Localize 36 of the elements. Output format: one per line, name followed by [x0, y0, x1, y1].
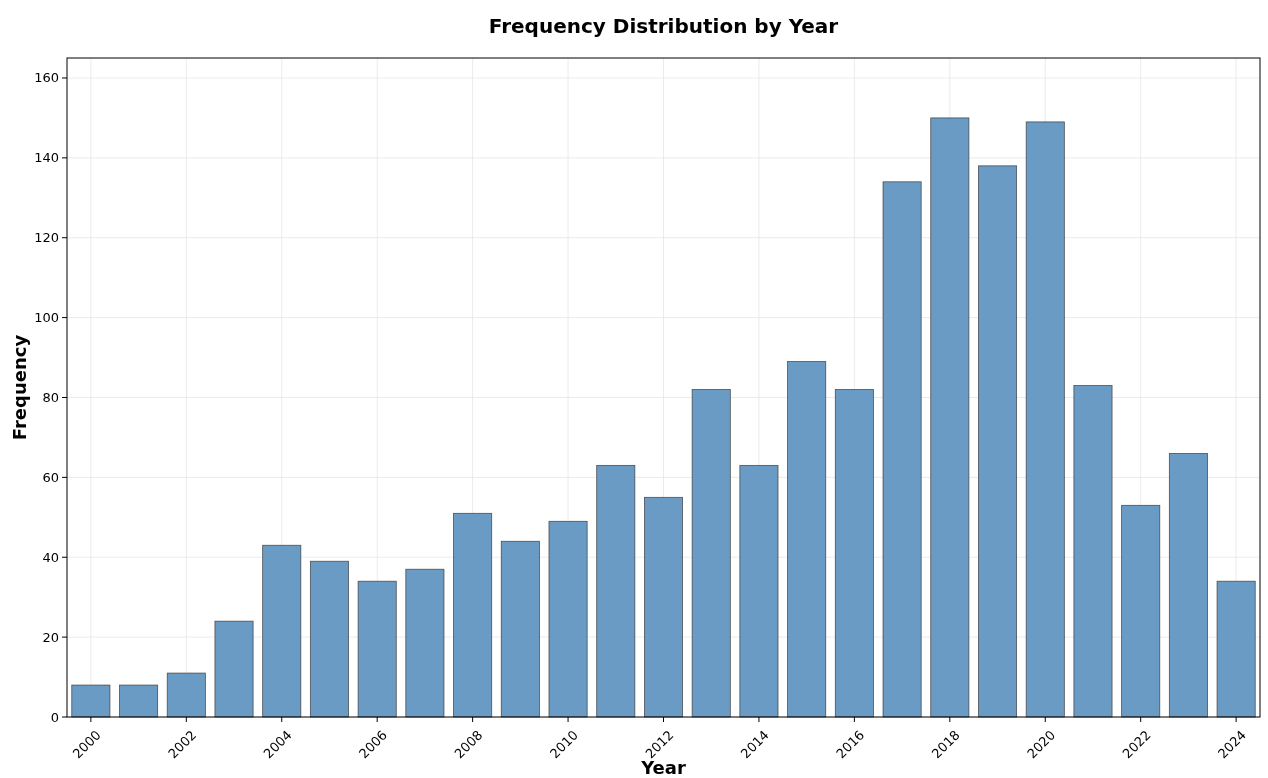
bar [1073, 385, 1113, 718]
bar [739, 464, 779, 718]
bar [548, 520, 588, 718]
bar [405, 568, 445, 718]
bar [214, 620, 254, 718]
bar [1121, 504, 1161, 718]
y-tick-label: 140 [34, 150, 59, 166]
y-tick-label: 80 [42, 389, 59, 405]
bar [787, 361, 827, 718]
bar [930, 117, 970, 718]
y-tick-label: 20 [42, 629, 59, 645]
bar [1168, 453, 1208, 718]
bar [596, 464, 636, 718]
y-tick-label: 160 [34, 70, 59, 86]
bar [834, 389, 874, 718]
bar [262, 544, 302, 718]
bar [119, 684, 159, 718]
bar [1025, 121, 1065, 718]
bar [978, 165, 1018, 718]
bar [309, 560, 349, 718]
bar [500, 540, 540, 718]
y-axis-title: Frequency [9, 334, 30, 441]
bar [1216, 580, 1256, 718]
bar [71, 684, 111, 718]
bar [882, 181, 922, 718]
bar [644, 496, 683, 718]
y-tick-label: 0 [50, 709, 59, 725]
bar [453, 512, 493, 718]
chart-title: Frequency Distribution by Year [488, 14, 839, 38]
bar [166, 672, 206, 718]
y-tick-label: 100 [34, 310, 59, 326]
y-tick-label: 120 [34, 230, 59, 246]
y-tick-label: 40 [42, 549, 59, 565]
y-tick-label: 60 [42, 469, 59, 485]
bar [357, 580, 397, 718]
bar [691, 389, 731, 718]
